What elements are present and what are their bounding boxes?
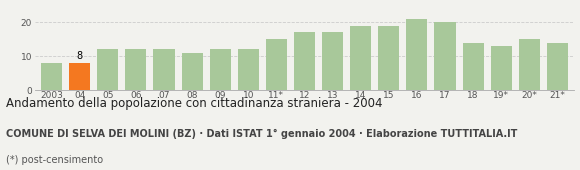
- Bar: [154, 49, 175, 90]
- Bar: [322, 32, 343, 90]
- Bar: [125, 49, 147, 90]
- Bar: [97, 49, 118, 90]
- Bar: [238, 49, 259, 90]
- Bar: [294, 32, 315, 90]
- Text: COMUNE DI SELVA DEI MOLINI (BZ) · Dati ISTAT 1° gennaio 2004 · Elaborazione TUTT: COMUNE DI SELVA DEI MOLINI (BZ) · Dati I…: [6, 129, 517, 139]
- Bar: [378, 26, 399, 90]
- Bar: [491, 46, 512, 90]
- Bar: [210, 49, 231, 90]
- Bar: [434, 22, 455, 90]
- Bar: [462, 42, 484, 90]
- Bar: [350, 26, 371, 90]
- Bar: [182, 53, 202, 90]
- Bar: [266, 39, 287, 90]
- Text: (*) post-censimento: (*) post-censimento: [6, 155, 103, 165]
- Bar: [407, 19, 427, 90]
- Bar: [69, 63, 90, 90]
- Bar: [547, 42, 568, 90]
- Bar: [41, 63, 62, 90]
- Text: Andamento della popolazione con cittadinanza straniera - 2004: Andamento della popolazione con cittadin…: [6, 97, 382, 110]
- Text: 8: 8: [77, 51, 83, 61]
- Bar: [519, 39, 540, 90]
